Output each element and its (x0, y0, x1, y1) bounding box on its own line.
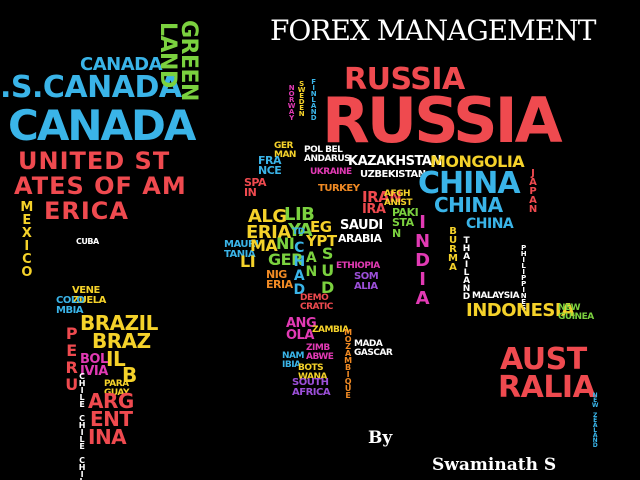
map-word-united-states-1: UNITED ST (18, 147, 171, 175)
map-word-congo: DEMO CRATIC (300, 293, 333, 312)
map-word-argentina-3: INA (88, 425, 127, 449)
map-word-russia-big: RUSSIA (322, 84, 563, 157)
map-word-mozambique: MOZAMBIQUE (343, 328, 353, 398)
map-word-canada-big: CANADA (8, 101, 196, 150)
map-word-chad-2: CHAD (291, 240, 308, 296)
map-word-sudan-2: AN (303, 250, 320, 278)
map-word-colombia: COLO MBIA (56, 295, 85, 316)
map-word-japan: JAPAN (527, 168, 539, 213)
map-word-finland: FINLAND (309, 78, 318, 120)
map-word-afghanistan: AFGH ANIST (384, 189, 412, 208)
map-word-mauritania: MAURI TANIA (224, 239, 259, 260)
map-word-botswana: BOTS WANA (298, 363, 328, 382)
map-word-sweden: SWEDEN (297, 80, 306, 116)
map-word-saudi-1: SAUDI (340, 218, 383, 233)
map-word-namibia: NAM IBIA (282, 351, 304, 370)
map-word-brazil-1: BRAZIL (80, 311, 158, 335)
map-word-turkey: TURKEY (318, 183, 360, 194)
map-word-poland: POL BEL ANDARUS (304, 145, 351, 164)
map-word-us-canada: .S.CANADA (0, 70, 182, 105)
map-word-peru: PERU (62, 324, 82, 392)
map-word-algeria-2: ERIA (246, 222, 291, 243)
map-word-greenland-1: GREEN (175, 20, 201, 101)
byline-label: By (368, 428, 393, 448)
map-word-iran-2: IRA (362, 202, 386, 217)
map-word-niger-2: GER (268, 250, 303, 269)
map-word-zambia: ZAMBIA (312, 325, 349, 335)
map-word-thailand: THAILAND (461, 236, 472, 300)
map-word-argentina-2: ENT (90, 407, 133, 431)
map-word-mali-1: MA (250, 236, 278, 255)
map-word-south-africa: SOUTH AFRICA (292, 377, 331, 398)
map-word-ukraine: UKRAINE (310, 167, 352, 177)
map-word-mexico: MEXICO (19, 200, 35, 278)
map-word-norway: NORWAY (287, 84, 296, 120)
map-word-bolivia: BOL IVIA (80, 352, 108, 380)
map-word-algeria-1: ALG (248, 206, 287, 227)
map-word-somalia: SOM ALIA (354, 271, 379, 292)
map-word-greenland-2: LAND (154, 22, 180, 88)
map-word-united-states-3: ERICA (44, 197, 129, 225)
map-word-australia-1: AUST (500, 342, 587, 377)
map-word-nigeria: NIG ERIA (266, 268, 293, 292)
map-word-uzbekistan: UZBEKISTAN (360, 169, 426, 180)
map-word-chad-1: TD (292, 227, 305, 237)
map-word-mongolia: MONGOLIA (430, 152, 525, 171)
map-word-paraguay: PARA GUAY (104, 379, 130, 398)
map-word-indonesia: INDONESIA (466, 300, 575, 321)
map-word-egypt-1: EG (310, 218, 332, 236)
author-name: Swaminath S (432, 455, 557, 475)
map-word-niger-1: NI (276, 234, 295, 253)
map-word-burma: BURMA (447, 226, 459, 271)
map-word-venezuela: VENE ZUELA (72, 285, 106, 306)
map-word-germany: GER MAN (274, 141, 296, 160)
map-word-russia-small: RUSSIA (344, 62, 465, 97)
map-word-ethiopia: ETHIOPIA (336, 261, 380, 271)
map-word-libya-2: YA (288, 220, 313, 241)
map-word-australia-2: RALIA (498, 370, 596, 405)
map-word-saudi-2: ARABIA (338, 232, 382, 245)
map-word-philippines: PHILIPPINES (519, 244, 528, 310)
map-word-libya-1: LIB (284, 204, 315, 225)
map-word-kazakhstan: KAZAKHSTAN (348, 154, 442, 169)
map-word-cuba: CUBA (76, 237, 99, 246)
map-word-brazil-2: BRAZ (92, 329, 151, 353)
map-word-india: INDIA (412, 212, 434, 307)
map-word-canada-small: CANADA (80, 54, 163, 75)
map-word-angola: ANG OLA (286, 316, 317, 344)
map-word-brazil-3: IL (106, 347, 126, 371)
map-word-pakistan: PAKI STA N (392, 206, 419, 240)
map-word-sudan-1: SUD (318, 244, 338, 295)
map-word-spain: SPA IN (244, 176, 267, 200)
map-word-chile: CHILE CHILE CHILE (77, 372, 87, 480)
map-word-mali-2: LI (240, 252, 256, 271)
map-word-egypt-2: YPT (306, 232, 337, 250)
slide-title: FOREX MANAGEMENT (270, 14, 596, 47)
map-word-argentina-1: ARG (88, 389, 134, 413)
map-word-brazil-4: B (122, 363, 137, 387)
map-word-madagascar: MADA GASCAR (354, 339, 393, 358)
map-word-new-guinea: NEW GUINEA (558, 303, 594, 322)
map-word-iran-1: IRAN (362, 188, 402, 206)
map-word-united-states-2: ATES OF AM (14, 172, 187, 200)
map-word-malaysia: MALAYSIA (472, 291, 520, 301)
map-word-china-2: CHINA (434, 193, 503, 217)
map-word-china-3: CHINA (466, 216, 514, 232)
map-word-new-zealand: NEW ZEALAND (591, 392, 599, 447)
map-word-china-1: CHINA (418, 166, 521, 201)
map-word-zimbabwe: ZIMB ABWE (306, 343, 334, 362)
map-word-france: FRA NCE (258, 154, 282, 178)
